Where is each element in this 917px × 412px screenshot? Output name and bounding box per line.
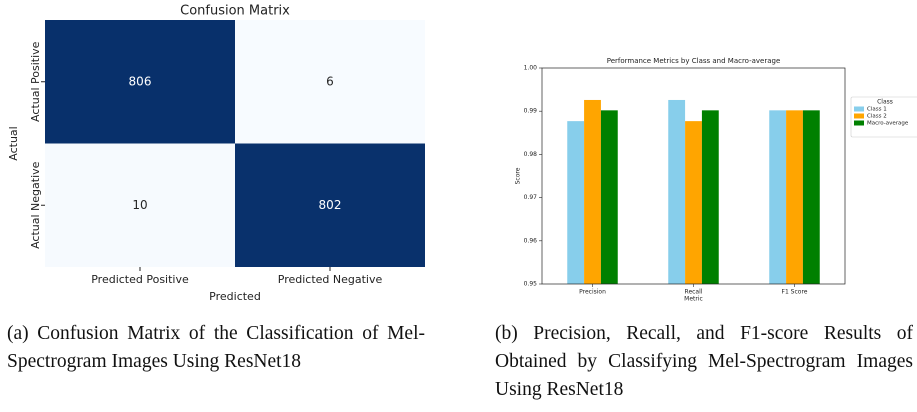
legend-box (850, 96, 917, 138)
y-tick-label: 0.97 (524, 194, 538, 201)
cell-label: 10 (132, 198, 147, 212)
legend-swatch (854, 120, 864, 126)
figure: Confusion Matrix 806 6 10 802 Predicted Posit… (7, 4, 917, 303)
bar (668, 99, 686, 284)
chart-title: Confusion Matrix (180, 4, 290, 19)
y-tick-label: 0.99 (524, 108, 538, 115)
y-tick-label: 0.96 (524, 237, 538, 244)
x-tick-label: Precision (579, 289, 606, 296)
bar (685, 121, 702, 284)
bar (600, 110, 618, 284)
legend-label: Class 2 (867, 114, 887, 120)
y-tick-label: 0.95 (524, 281, 538, 288)
y-tick-label: Actual Negative (29, 161, 42, 249)
x-axis-label: Metric (684, 296, 703, 303)
caption: (b) Precision, Recall, and F1-score Resu… (495, 323, 913, 400)
x-axis-label: Predicted (209, 290, 261, 303)
heatmap-cell (235, 20, 425, 144)
heatmap-cell (45, 20, 235, 144)
bar (584, 99, 601, 284)
bar (701, 110, 719, 284)
y-tick-label: Actual Positive (29, 41, 42, 122)
y-axis-label: Actual (7, 126, 20, 160)
x-tick-label: F1 Score (782, 289, 808, 296)
legend-swatch (854, 106, 864, 112)
cell-label: 6 (326, 74, 334, 88)
y-tick-label: 1.00 (524, 65, 538, 72)
axes-frame (541, 67, 846, 285)
bar (769, 110, 787, 284)
bar (802, 110, 820, 284)
x-tick-label: Predicted Positive (91, 273, 189, 286)
legend-label: Macro-average (867, 121, 909, 127)
caption: (a) Confusion Matrix of the Classificati… (7, 323, 425, 372)
x-tick-label: Predicted Negative (278, 273, 383, 286)
y-axis-label: Score (515, 167, 522, 184)
legend-swatch (854, 113, 864, 119)
chart-title: Performance Metrics by Class and Macro-a… (607, 57, 781, 65)
cell-label: 806 (129, 74, 152, 88)
bar (567, 121, 585, 284)
y-tick-label: 0.98 (524, 151, 538, 158)
legend-title: Class (877, 99, 893, 106)
bar (786, 110, 803, 284)
heatmap-cell (45, 143, 235, 267)
x-tick-label: Recall (685, 289, 703, 296)
legend-label: Class 1 (867, 107, 887, 113)
heatmap-cell (235, 143, 425, 267)
cell-label: 802 (319, 198, 342, 212)
